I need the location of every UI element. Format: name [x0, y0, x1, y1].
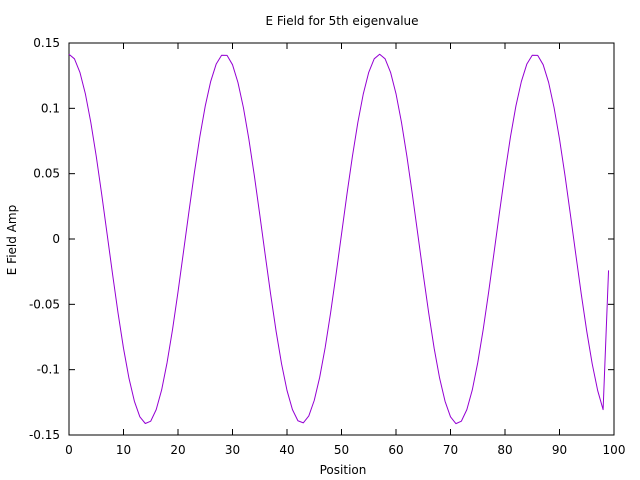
y-tick-label: -0.15	[29, 428, 60, 442]
series-line	[68, 53, 610, 425]
x-tick-label: 40	[279, 443, 294, 457]
x-tick-label: 100	[603, 443, 626, 457]
y-axis-label: E Field Amp	[5, 205, 19, 275]
x-tick-label: 0	[65, 443, 73, 457]
x-tick-label: 10	[116, 443, 131, 457]
chart-title: E Field for 5th eigenvalue	[265, 14, 418, 28]
y-tick-label: -0.1	[37, 363, 60, 377]
x-tick-label: 60	[388, 443, 403, 457]
y-tick-label: 0.05	[33, 167, 60, 181]
x-tick-label: 50	[334, 443, 349, 457]
y-tick-label: 0	[52, 232, 60, 246]
x-axis-label: Position	[320, 463, 367, 477]
series-layer	[68, 53, 610, 425]
x-axis-ticks: 0 10 20 30 40 50 60 70 80 90 100	[65, 43, 625, 457]
x-tick-label: 80	[497, 443, 512, 457]
x-tick-label: 70	[443, 443, 458, 457]
x-tick-label: 30	[225, 443, 240, 457]
x-tick-label: 20	[170, 443, 185, 457]
y-tick-label: -0.05	[29, 297, 60, 311]
y-tick-label: 0.1	[41, 101, 60, 115]
y-tick-label: 0.15	[33, 36, 60, 50]
plot-frame	[68, 42, 615, 436]
x-tick-label: 90	[552, 443, 567, 457]
y-axis-ticks: -0.15 -0.1 -0.05 0 0.05 0.1 0.15	[29, 36, 614, 442]
